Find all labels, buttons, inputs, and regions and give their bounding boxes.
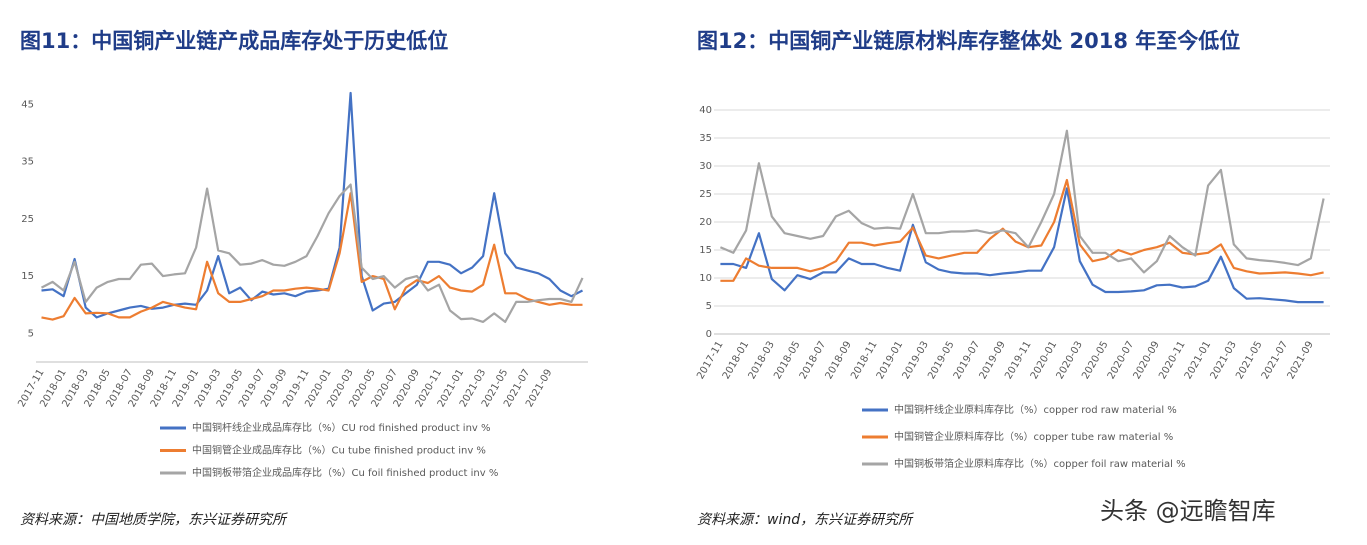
source-note: 资料来源：wind，东兴证券研究所 (697, 512, 914, 528)
y-tick-label: 40 (699, 105, 712, 116)
series-line (41, 192, 583, 321)
y-tick-label: 45 (21, 99, 34, 110)
y-tick-label: 5 (28, 328, 34, 339)
legend-label: 中国铜板带箔企业成品库存比（%）Cu foil finished product… (192, 466, 498, 479)
legend-label: 中国铜杆线企业原料库存比（%）copper rod raw material % (894, 403, 1177, 416)
series-line (40, 183, 584, 323)
y-tick-label: 35 (699, 133, 712, 144)
y-tick-label: 30 (699, 161, 712, 172)
series-line (719, 129, 1325, 274)
x-tick-label: 2021-09 (1286, 340, 1316, 382)
legend-label: 中国铜杆线企业成品库存比（%）CU rod finished product i… (192, 421, 491, 434)
series-line (720, 178, 1324, 282)
y-tick-label: 15 (699, 245, 712, 256)
watermark: 头条 @远瞻智库 (1100, 497, 1276, 525)
y-tick-label: 10 (699, 273, 712, 284)
y-tick-label: 25 (699, 189, 712, 200)
y-tick-label: 0 (706, 329, 712, 340)
source-note: 资料来源：中国地质学院，东兴证券研究所 (20, 512, 288, 528)
chart-title: 图11：中国铜产业链产成品库存处于历史低位 (20, 29, 448, 53)
y-tick-label: 25 (21, 214, 34, 225)
chart-title: 图12：中国铜产业链原材料库存整体处 2018 年至今低位 (697, 29, 1240, 53)
y-tick-label: 5 (706, 301, 712, 312)
legend-label: 中国铜管企业原料库存比（%）copper tube raw material % (894, 430, 1173, 443)
y-tick-label: 15 (21, 271, 34, 282)
series-line (720, 187, 1324, 304)
series-line (41, 91, 584, 319)
legend-label: 中国铜管企业成品库存比（%）Cu tube finished product i… (192, 444, 486, 457)
y-tick-label: 20 (699, 217, 712, 228)
legend-label: 中国铜板带箔企业原料库存比（%）copper foil raw material… (894, 457, 1186, 470)
y-tick-label: 35 (21, 157, 34, 168)
